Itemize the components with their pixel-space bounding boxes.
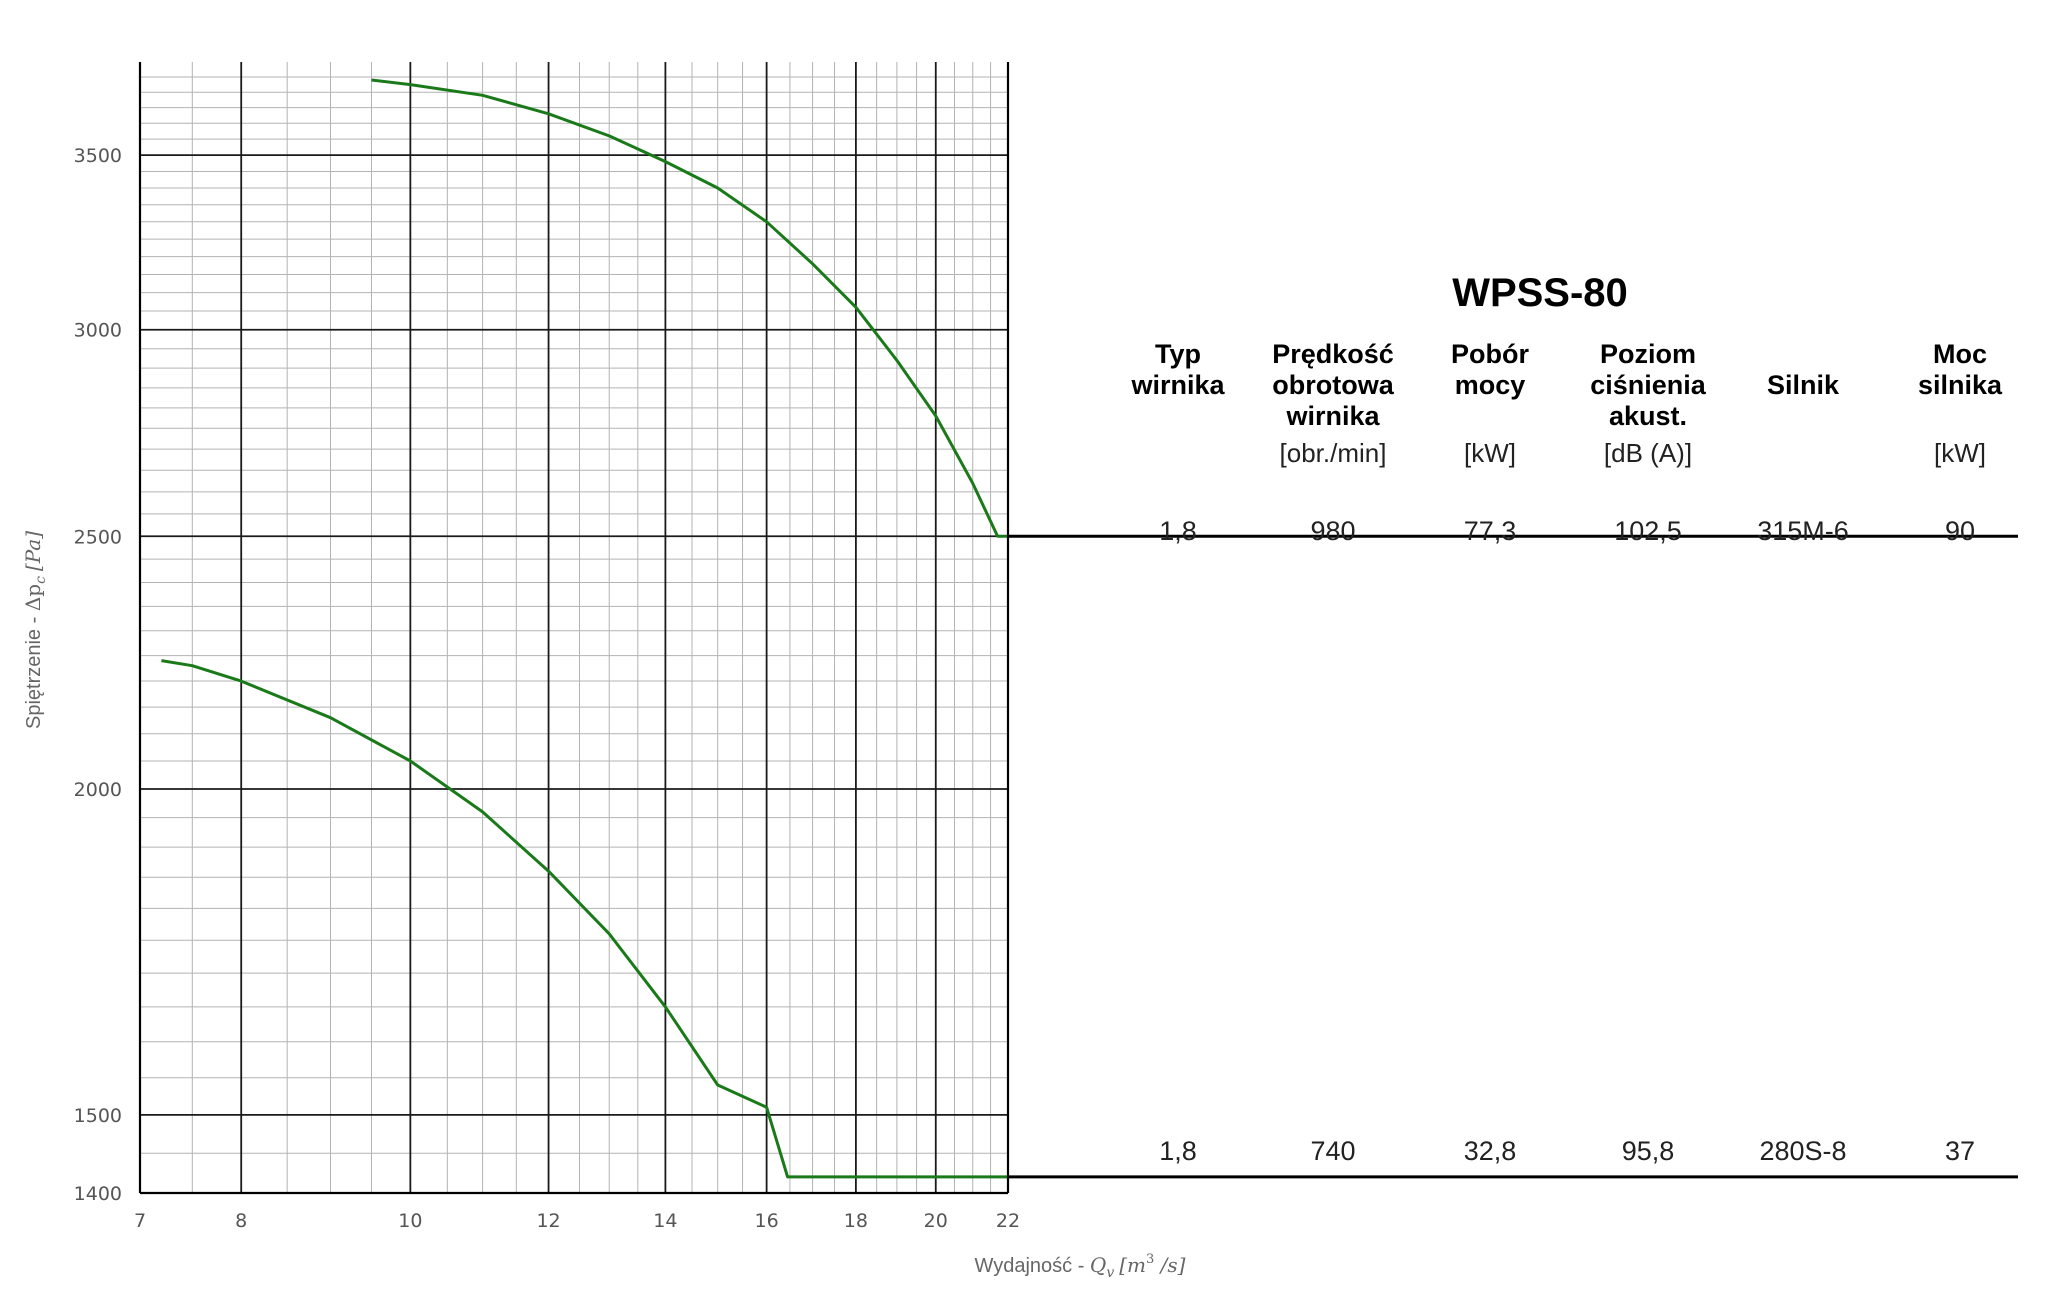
- table-cell: 315M-6: [1757, 516, 1849, 546]
- x-tick-label: 18: [844, 1210, 868, 1232]
- table-header-text: wirnika: [1130, 370, 1225, 400]
- table-cell: 37: [1945, 1136, 1975, 1166]
- table-cell: 102,5: [1614, 516, 1682, 546]
- table-header-text: Moc: [1933, 339, 1987, 369]
- performance-curve-2: [161, 659, 1008, 1179]
- table-header-text: Silnik: [1767, 370, 1840, 400]
- table-header-unit: [kW]: [1934, 438, 1986, 468]
- y-tick-label: 3500: [74, 145, 122, 167]
- chart-curves: [161, 78, 1008, 1179]
- y-tick-label: 2500: [74, 526, 122, 548]
- table-header-text: Poziom: [1600, 339, 1696, 369]
- chart-axes: 7 8 10 12 14 16 18 20 22 1400 1500 2000 2500 3000 3500: [74, 62, 1020, 1232]
- x-tick-label: 22: [996, 1210, 1020, 1232]
- y-tick-label: 2000: [74, 779, 122, 801]
- table-header-text: Pobór: [1451, 339, 1529, 369]
- x-tick-label: 16: [755, 1210, 779, 1232]
- x-tick-label: 8: [235, 1210, 247, 1232]
- table-cell: 740: [1310, 1136, 1355, 1166]
- table-cell: 77,3: [1464, 516, 1517, 546]
- table-header-text: Prędkość: [1272, 339, 1394, 369]
- table-cell: 1,8: [1159, 516, 1197, 546]
- table-header-text: obrotowa: [1272, 370, 1394, 400]
- y-axis-title: Spiętrzenie - Δpc[Pa]: [21, 531, 49, 729]
- table-header-text: silnika: [1918, 370, 2003, 400]
- performance-curve-1: [371, 78, 1008, 538]
- x-tick-label: 20: [924, 1210, 948, 1232]
- table-cell: 280S-8: [1759, 1136, 1846, 1166]
- chart-title: WPSS-80: [1452, 271, 1628, 315]
- y-tick-label: 1400: [74, 1183, 122, 1205]
- table-header-text: ciśnienia: [1590, 370, 1707, 400]
- x-tick-label: 7: [134, 1210, 146, 1232]
- table-header-text: mocy: [1455, 370, 1526, 400]
- table-header-text: wirnika: [1285, 401, 1380, 431]
- table-header-text: akust.: [1609, 401, 1687, 431]
- data-table: TypwirnikaPrędkośćobrotowawirnika[obr./m…: [1008, 339, 2018, 1179]
- x-tick-label: 12: [536, 1210, 560, 1232]
- table-cell: 980: [1310, 516, 1355, 546]
- x-axis-title: Wydajność - Qv [m3 /s]: [975, 1252, 1186, 1281]
- table-header-text: Typ: [1155, 339, 1201, 369]
- x-tick-label: 10: [398, 1210, 422, 1232]
- y-tick-label: 1500: [74, 1105, 122, 1127]
- y-tick-label: 3000: [74, 320, 122, 342]
- table-cell: 95,8: [1622, 1136, 1675, 1166]
- table-header-unit: [dB (A)]: [1604, 438, 1692, 468]
- table-header-unit: [kW]: [1464, 438, 1516, 468]
- table-cell: 90: [1945, 516, 1975, 546]
- table-cell: 32,8: [1464, 1136, 1517, 1166]
- table-cell: 1,8: [1159, 1136, 1197, 1166]
- chart-grid: [139, 62, 1009, 1194]
- x-tick-label: 14: [653, 1210, 677, 1232]
- table-header-unit: [obr./min]: [1280, 438, 1387, 468]
